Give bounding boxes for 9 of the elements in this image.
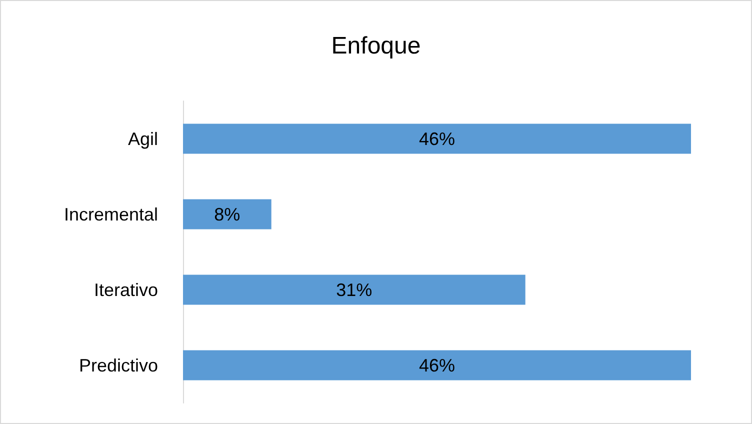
data-label: 46% <box>418 128 456 149</box>
data-label: 46% <box>418 355 456 376</box>
chart-title: Enfoque <box>331 32 421 60</box>
y-tick-label: Incremental <box>64 204 158 224</box>
data-label: 8% <box>214 204 240 224</box>
data-label: 31% <box>336 280 372 300</box>
y-tick-label: Agil <box>128 128 158 149</box>
y-tick-label: Iterativo <box>94 280 158 300</box>
y-tick-label: Predictivo <box>78 355 158 376</box>
